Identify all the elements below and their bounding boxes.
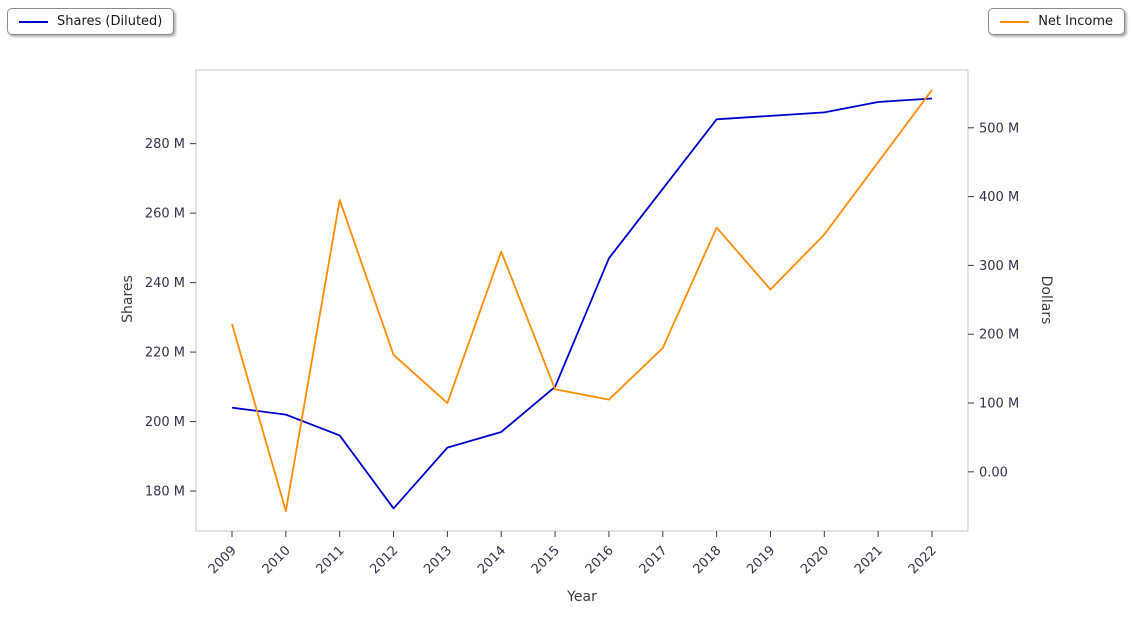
x-tick-label: 2022: [906, 543, 940, 577]
x-tick-label: 2015: [529, 543, 563, 577]
y-right-tick-label: 500 M: [979, 121, 1019, 136]
x-tick-label: 2010: [260, 543, 294, 577]
y-right-tick-label: 0.00: [979, 465, 1008, 480]
y-left-tick-label: 280 M: [145, 137, 185, 152]
y-left-tick-label: 180 M: [145, 485, 185, 500]
x-tick-label: 2014: [475, 543, 509, 577]
series-line-shares-diluted: [231, 97, 933, 510]
x-tick-label: 2011: [314, 543, 348, 577]
x-axis-title: Year: [567, 589, 597, 605]
y-left-tick-label: 240 M: [145, 276, 185, 291]
y-right-tick-label: 200 M: [979, 328, 1019, 343]
legend-shares-label: Shares (Diluted): [57, 14, 163, 29]
x-tick-label: 2013: [421, 543, 455, 577]
net-income-line-swatch: [1000, 20, 1030, 23]
legend-shares-diluted: Shares (Diluted): [7, 8, 175, 35]
x-tick-label: 2009: [206, 543, 240, 577]
y-left-tick-label: 200 M: [145, 415, 185, 430]
x-tick-label: 2020: [798, 543, 832, 577]
y-left-tick-label: 260 M: [145, 207, 185, 222]
legend-net-income: Net Income: [988, 8, 1125, 35]
x-tick-label: 2016: [583, 543, 617, 577]
legend-net-income-label: Net Income: [1038, 14, 1113, 29]
y-right-tick-label: 100 M: [979, 397, 1019, 412]
series-line-net-income: [231, 89, 933, 512]
plot-frame: [195, 69, 969, 532]
y-right-tick-label: 300 M: [979, 259, 1019, 274]
x-tick-label: 2021: [852, 543, 886, 577]
y-right-tick-label: 400 M: [979, 190, 1019, 205]
x-tick-label: 2017: [637, 543, 671, 577]
shares-line-swatch: [19, 20, 48, 23]
y-left-tick-label: 220 M: [145, 346, 185, 361]
x-tick-label: 2018: [690, 543, 724, 577]
x-tick-label: 2019: [744, 543, 778, 577]
x-tick-label: 2012: [367, 543, 401, 577]
right-axis-title: Dollars: [1038, 275, 1054, 325]
left-axis-title: Shares: [120, 275, 136, 323]
